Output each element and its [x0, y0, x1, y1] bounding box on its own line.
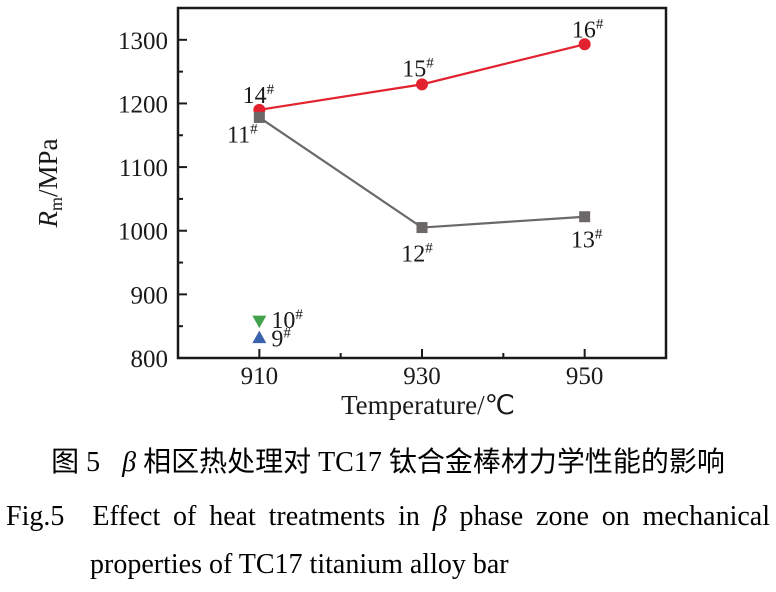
x-tick-label: 950: [566, 363, 604, 390]
caption-chinese-figure-number: 图 5: [51, 447, 101, 478]
point-label-12: 12#: [401, 241, 433, 268]
caption-english-figure-number: Fig.5: [6, 501, 65, 532]
series-line: [258, 116, 585, 229]
caption-english-line1-text: Effect of heat treatments in β phase zon…: [92, 500, 770, 534]
circle-marker: [578, 38, 591, 51]
caption-chinese: 图 5 β 相区热处理对 TC17 钛合金棒材力学性能的影响: [0, 444, 776, 482]
y-axis-label: Rm/MPa: [33, 138, 66, 228]
x-tick-label: 910: [241, 363, 279, 390]
axes: [178, 38, 586, 359]
caption-text-before-beta: Effect of heat treatments in: [92, 501, 433, 532]
y-tick-label: 1000: [118, 219, 168, 246]
caption-text-after-beta: phase zone on mechanical: [446, 501, 770, 532]
series-blue-triangle-point: 9#: [252, 326, 291, 353]
point-label-14: 14#: [243, 82, 275, 109]
y-tick-label: 800: [131, 346, 169, 373]
point-label-13: 13#: [571, 227, 603, 254]
triangle-down-marker: [252, 315, 267, 329]
caption-english-line2: properties of TC17 titanium alloy bar: [90, 549, 509, 580]
point-label-9: 9#: [271, 326, 291, 353]
y-tick-label: 1200: [118, 91, 168, 118]
x-axis-label: Temperature/℃: [341, 390, 515, 420]
y-tick-label: 1100: [119, 155, 168, 182]
point-label-15: 15#: [402, 55, 434, 82]
circle-marker: [416, 78, 428, 91]
square-marker: [579, 211, 591, 223]
y-tick-label: 1300: [118, 28, 168, 55]
svg-text:Rm/MPa: Rm/MPa: [33, 138, 66, 228]
caption-english: Fig.5 Effect of heat treatments in β pha…: [0, 500, 776, 582]
caption-chinese-text: 相区热处理对 TC17 钛合金棒材力学性能的影响: [136, 447, 725, 478]
series-gray-square-series: 11# 12# 13#: [227, 111, 603, 268]
square-marker: [253, 111, 265, 123]
triangle-up-marker: [252, 330, 267, 344]
beta-symbol: β: [432, 501, 447, 532]
chart-area: 910 930 950 800 900 1000 1100 1200 1300 Temperatu…: [33, 6, 668, 420]
caption-english-line1: Fig.5 Effect of heat treatments in β pha…: [6, 500, 770, 534]
series-red-circle-series: 14# 15# 16#: [243, 16, 604, 116]
beta-symbol: β: [122, 447, 137, 478]
line-chart: 910 930 950 800 900 1000 1100 1200 1300 Temperatu…: [33, 6, 668, 420]
square-marker: [416, 222, 428, 234]
point-label-11: 11#: [227, 121, 258, 148]
x-tick-label: 930: [403, 363, 441, 390]
y-tick-label: 900: [131, 282, 169, 309]
point-label-16: 16#: [572, 16, 604, 43]
